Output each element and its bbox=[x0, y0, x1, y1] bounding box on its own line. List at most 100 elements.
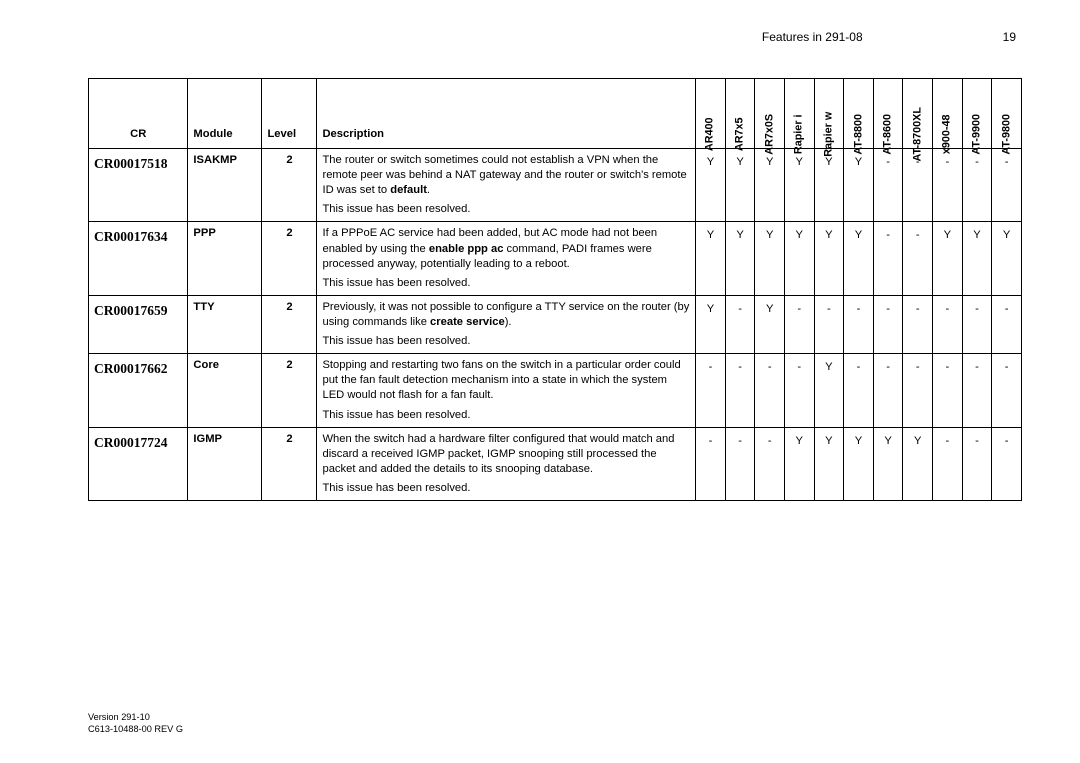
product-cell: - bbox=[962, 295, 992, 353]
product-cell: Y bbox=[814, 222, 844, 295]
col-header-product: x900-48 bbox=[933, 79, 963, 149]
product-cell: - bbox=[844, 295, 874, 353]
product-cell: Y bbox=[696, 149, 726, 222]
product-cell: Y bbox=[696, 295, 726, 353]
product-cell: Y bbox=[784, 222, 814, 295]
description-cell: Stopping and restarting two fans on the … bbox=[317, 354, 696, 427]
description-cell: If a PPPoE AC service had been added, bu… bbox=[317, 222, 696, 295]
product-cell: - bbox=[903, 295, 933, 353]
product-cell: - bbox=[962, 427, 992, 500]
product-cell: - bbox=[755, 354, 785, 427]
col-header-product: AT-9900 bbox=[962, 79, 992, 149]
page-container: Features in 291-08 19 CR Module Level De… bbox=[0, 0, 1080, 501]
col-header-cr: CR bbox=[89, 79, 188, 149]
footer-version: Version 291-10 bbox=[88, 712, 183, 724]
module-name: IGMP bbox=[188, 427, 262, 500]
page-header: Features in 291-08 19 bbox=[88, 30, 1022, 44]
product-cell: - bbox=[725, 427, 755, 500]
level-value: 2 bbox=[262, 427, 317, 500]
product-cell: - bbox=[903, 354, 933, 427]
description-cell: When the switch had a hardware filter co… bbox=[317, 427, 696, 500]
product-cell: - bbox=[755, 427, 785, 500]
table-row: CR00017518 ISAKMP 2 The router or switch… bbox=[89, 149, 1022, 222]
table-row: CR00017659 TTY 2 Previously, it was not … bbox=[89, 295, 1022, 353]
cr-id: CR00017659 bbox=[89, 295, 188, 353]
col-header-module: Module bbox=[188, 79, 262, 149]
col-header-product: Rapier w bbox=[814, 79, 844, 149]
product-cell: - bbox=[784, 354, 814, 427]
product-cell: - bbox=[962, 354, 992, 427]
product-cell: Y bbox=[814, 149, 844, 222]
product-cell: Y bbox=[755, 149, 785, 222]
footer-docid: C613-10488-00 REV G bbox=[88, 724, 183, 736]
header-page-number: 19 bbox=[1003, 30, 1016, 44]
table-row: CR00017634 PPP 2 If a PPPoE AC service h… bbox=[89, 222, 1022, 295]
product-cell: Y bbox=[814, 427, 844, 500]
product-cell: Y bbox=[873, 427, 903, 500]
module-name: Core bbox=[188, 354, 262, 427]
description-cell: The router or switch sometimes could not… bbox=[317, 149, 696, 222]
product-cell: - bbox=[873, 149, 903, 222]
col-header-product: AT-8700XL bbox=[903, 79, 933, 149]
col-header-product: AT-8800 bbox=[844, 79, 874, 149]
product-cell: - bbox=[933, 427, 963, 500]
product-cell: - bbox=[933, 149, 963, 222]
product-cell: - bbox=[933, 295, 963, 353]
product-cell: Y bbox=[844, 149, 874, 222]
product-cell: - bbox=[992, 354, 1022, 427]
col-header-level: Level bbox=[262, 79, 317, 149]
product-cell: - bbox=[725, 295, 755, 353]
col-header-product: AT-9800 bbox=[992, 79, 1022, 149]
product-cell: - bbox=[933, 354, 963, 427]
product-cell: Y bbox=[962, 222, 992, 295]
product-cell: - bbox=[696, 354, 726, 427]
module-name: PPP bbox=[188, 222, 262, 295]
col-header-product: Rapier i bbox=[784, 79, 814, 149]
module-name: ISAKMP bbox=[188, 149, 262, 222]
description-cell: Previously, it was not possible to confi… bbox=[317, 295, 696, 353]
product-cell: Y bbox=[844, 222, 874, 295]
product-cell: Y bbox=[903, 427, 933, 500]
table-row: CR00017724 IGMP 2 When the switch had a … bbox=[89, 427, 1022, 500]
product-cell: - bbox=[962, 149, 992, 222]
product-cell: Y bbox=[696, 222, 726, 295]
product-cell: Y bbox=[814, 354, 844, 427]
product-cell: - bbox=[725, 354, 755, 427]
features-table: CR Module Level Description AR400 AR7x5 … bbox=[88, 78, 1022, 501]
page-footer: Version 291-10 C613-10488-00 REV G bbox=[88, 712, 183, 735]
product-cell: Y bbox=[992, 222, 1022, 295]
header-title: Features in 291-08 bbox=[762, 30, 863, 44]
product-cell: Y bbox=[725, 149, 755, 222]
product-cell: - bbox=[992, 149, 1022, 222]
col-header-product: AR400 bbox=[696, 79, 726, 149]
product-cell: - bbox=[873, 222, 903, 295]
product-cell: - bbox=[873, 295, 903, 353]
cr-id: CR00017518 bbox=[89, 149, 188, 222]
product-cell: Y bbox=[755, 295, 785, 353]
product-cell: Y bbox=[784, 427, 814, 500]
product-cell: Y bbox=[933, 222, 963, 295]
product-cell: - bbox=[844, 354, 874, 427]
cr-id: CR00017724 bbox=[89, 427, 188, 500]
product-cell: - bbox=[696, 427, 726, 500]
col-header-description: Description bbox=[317, 79, 696, 149]
product-cell: Y bbox=[784, 149, 814, 222]
product-cell: - bbox=[903, 222, 933, 295]
cr-id: CR00017662 bbox=[89, 354, 188, 427]
product-cell: - bbox=[873, 354, 903, 427]
cr-id: CR00017634 bbox=[89, 222, 188, 295]
level-value: 2 bbox=[262, 222, 317, 295]
col-header-product: AR7x5 bbox=[725, 79, 755, 149]
module-name: TTY bbox=[188, 295, 262, 353]
level-value: 2 bbox=[262, 295, 317, 353]
level-value: 2 bbox=[262, 354, 317, 427]
product-cell: - bbox=[992, 427, 1022, 500]
product-cell: Y bbox=[844, 427, 874, 500]
col-header-product: AR7x0S bbox=[755, 79, 785, 149]
product-cell: - bbox=[814, 295, 844, 353]
level-value: 2 bbox=[262, 149, 317, 222]
product-cell: - bbox=[992, 295, 1022, 353]
col-header-product: AT-8600 bbox=[873, 79, 903, 149]
table-header-row: CR Module Level Description AR400 AR7x5 … bbox=[89, 79, 1022, 149]
product-cell: Y bbox=[725, 222, 755, 295]
